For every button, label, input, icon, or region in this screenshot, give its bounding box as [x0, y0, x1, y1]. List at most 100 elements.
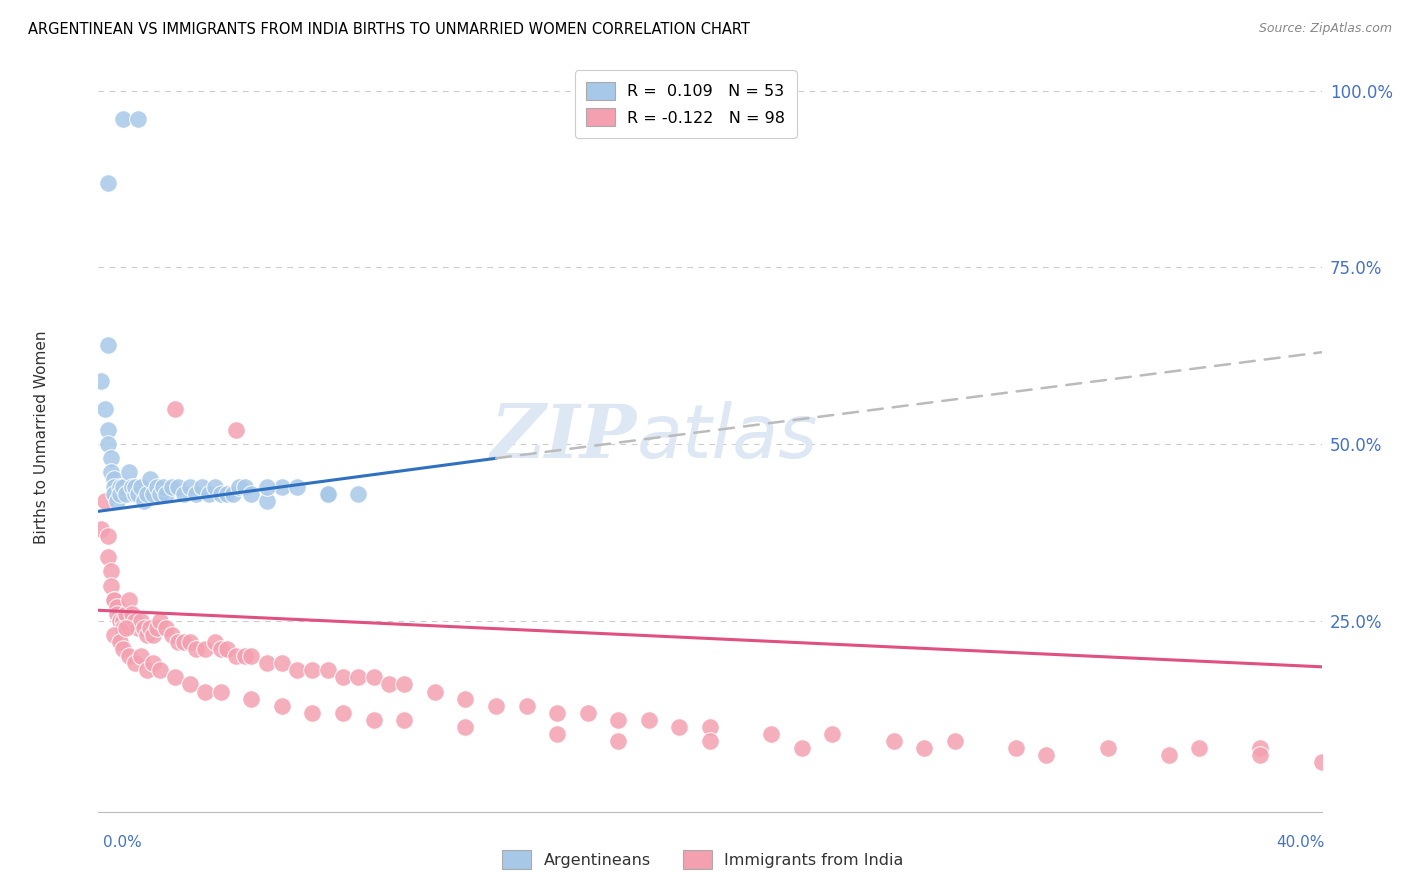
Point: [240, 486, 263, 500]
Point: [142, 657, 165, 671]
Point: [97, 437, 120, 451]
Point: [142, 486, 165, 500]
Point: [111, 621, 134, 635]
Point: [134, 493, 156, 508]
Point: [209, 684, 232, 698]
Point: [97, 550, 120, 565]
Point: [759, 727, 782, 741]
Point: [423, 684, 446, 698]
Point: [108, 486, 131, 500]
Point: [97, 423, 120, 437]
Point: [576, 706, 599, 720]
Point: [118, 466, 141, 480]
Point: [152, 479, 174, 493]
Point: [332, 670, 354, 684]
Point: [270, 479, 292, 493]
Point: [191, 479, 214, 493]
Y-axis label: Births to Unmarried Women: Births to Unmarried Women: [35, 330, 49, 544]
Point: [167, 635, 190, 649]
Point: [197, 486, 219, 500]
Point: [392, 677, 416, 691]
Point: [943, 734, 966, 748]
Point: [149, 614, 172, 628]
Point: [912, 741, 935, 756]
Point: [256, 657, 278, 671]
Point: [485, 698, 508, 713]
Point: [233, 649, 256, 664]
Point: [173, 635, 195, 649]
Point: [699, 720, 721, 734]
Point: [97, 338, 120, 352]
Point: [129, 479, 152, 493]
Point: [124, 614, 146, 628]
Point: [316, 664, 339, 678]
Point: [173, 486, 195, 500]
Point: [347, 486, 370, 500]
Point: [179, 479, 201, 493]
Point: [209, 642, 232, 657]
Point: [347, 670, 370, 684]
Text: 40.0%: 40.0%: [1277, 836, 1324, 850]
Point: [160, 479, 183, 493]
Point: [215, 486, 238, 500]
Point: [256, 479, 278, 493]
Point: [100, 565, 122, 579]
Point: [163, 401, 186, 416]
Point: [316, 486, 339, 500]
Point: [316, 486, 339, 500]
Point: [516, 698, 538, 713]
Point: [136, 664, 159, 678]
Text: atlas: atlas: [637, 401, 818, 473]
Point: [1035, 748, 1057, 763]
Point: [160, 628, 183, 642]
Point: [111, 614, 134, 628]
Point: [363, 713, 385, 727]
Point: [105, 493, 128, 508]
Point: [1188, 741, 1211, 756]
Point: [100, 578, 122, 592]
Point: [111, 642, 134, 657]
Point: [240, 649, 263, 664]
Point: [1004, 741, 1026, 756]
Point: [167, 479, 190, 493]
Point: [103, 473, 125, 487]
Point: [179, 677, 201, 691]
Point: [90, 522, 112, 536]
Point: [93, 401, 115, 416]
Point: [301, 706, 323, 720]
Point: [149, 664, 172, 678]
Point: [127, 486, 149, 500]
Point: [790, 741, 813, 756]
Point: [1249, 748, 1271, 763]
Text: Source: ZipAtlas.com: Source: ZipAtlas.com: [1258, 22, 1392, 36]
Point: [222, 486, 245, 500]
Point: [215, 642, 238, 657]
Point: [186, 486, 208, 500]
Point: [149, 486, 172, 500]
Point: [454, 691, 477, 706]
Point: [103, 486, 125, 500]
Point: [105, 607, 128, 621]
Point: [228, 479, 250, 493]
Point: [108, 614, 131, 628]
Point: [607, 713, 630, 727]
Point: [1097, 741, 1119, 756]
Point: [115, 486, 138, 500]
Point: [121, 479, 143, 493]
Point: [136, 628, 159, 642]
Point: [546, 727, 568, 741]
Point: [209, 486, 232, 500]
Text: ZIP: ZIP: [491, 401, 637, 474]
Point: [225, 649, 247, 664]
Point: [204, 635, 226, 649]
Point: [363, 670, 385, 684]
Point: [103, 592, 125, 607]
Point: [129, 614, 152, 628]
Point: [233, 479, 256, 493]
Point: [204, 479, 226, 493]
Point: [115, 607, 138, 621]
Point: [155, 486, 177, 500]
Point: [1310, 756, 1333, 770]
Point: [134, 621, 156, 635]
Point: [668, 720, 690, 734]
